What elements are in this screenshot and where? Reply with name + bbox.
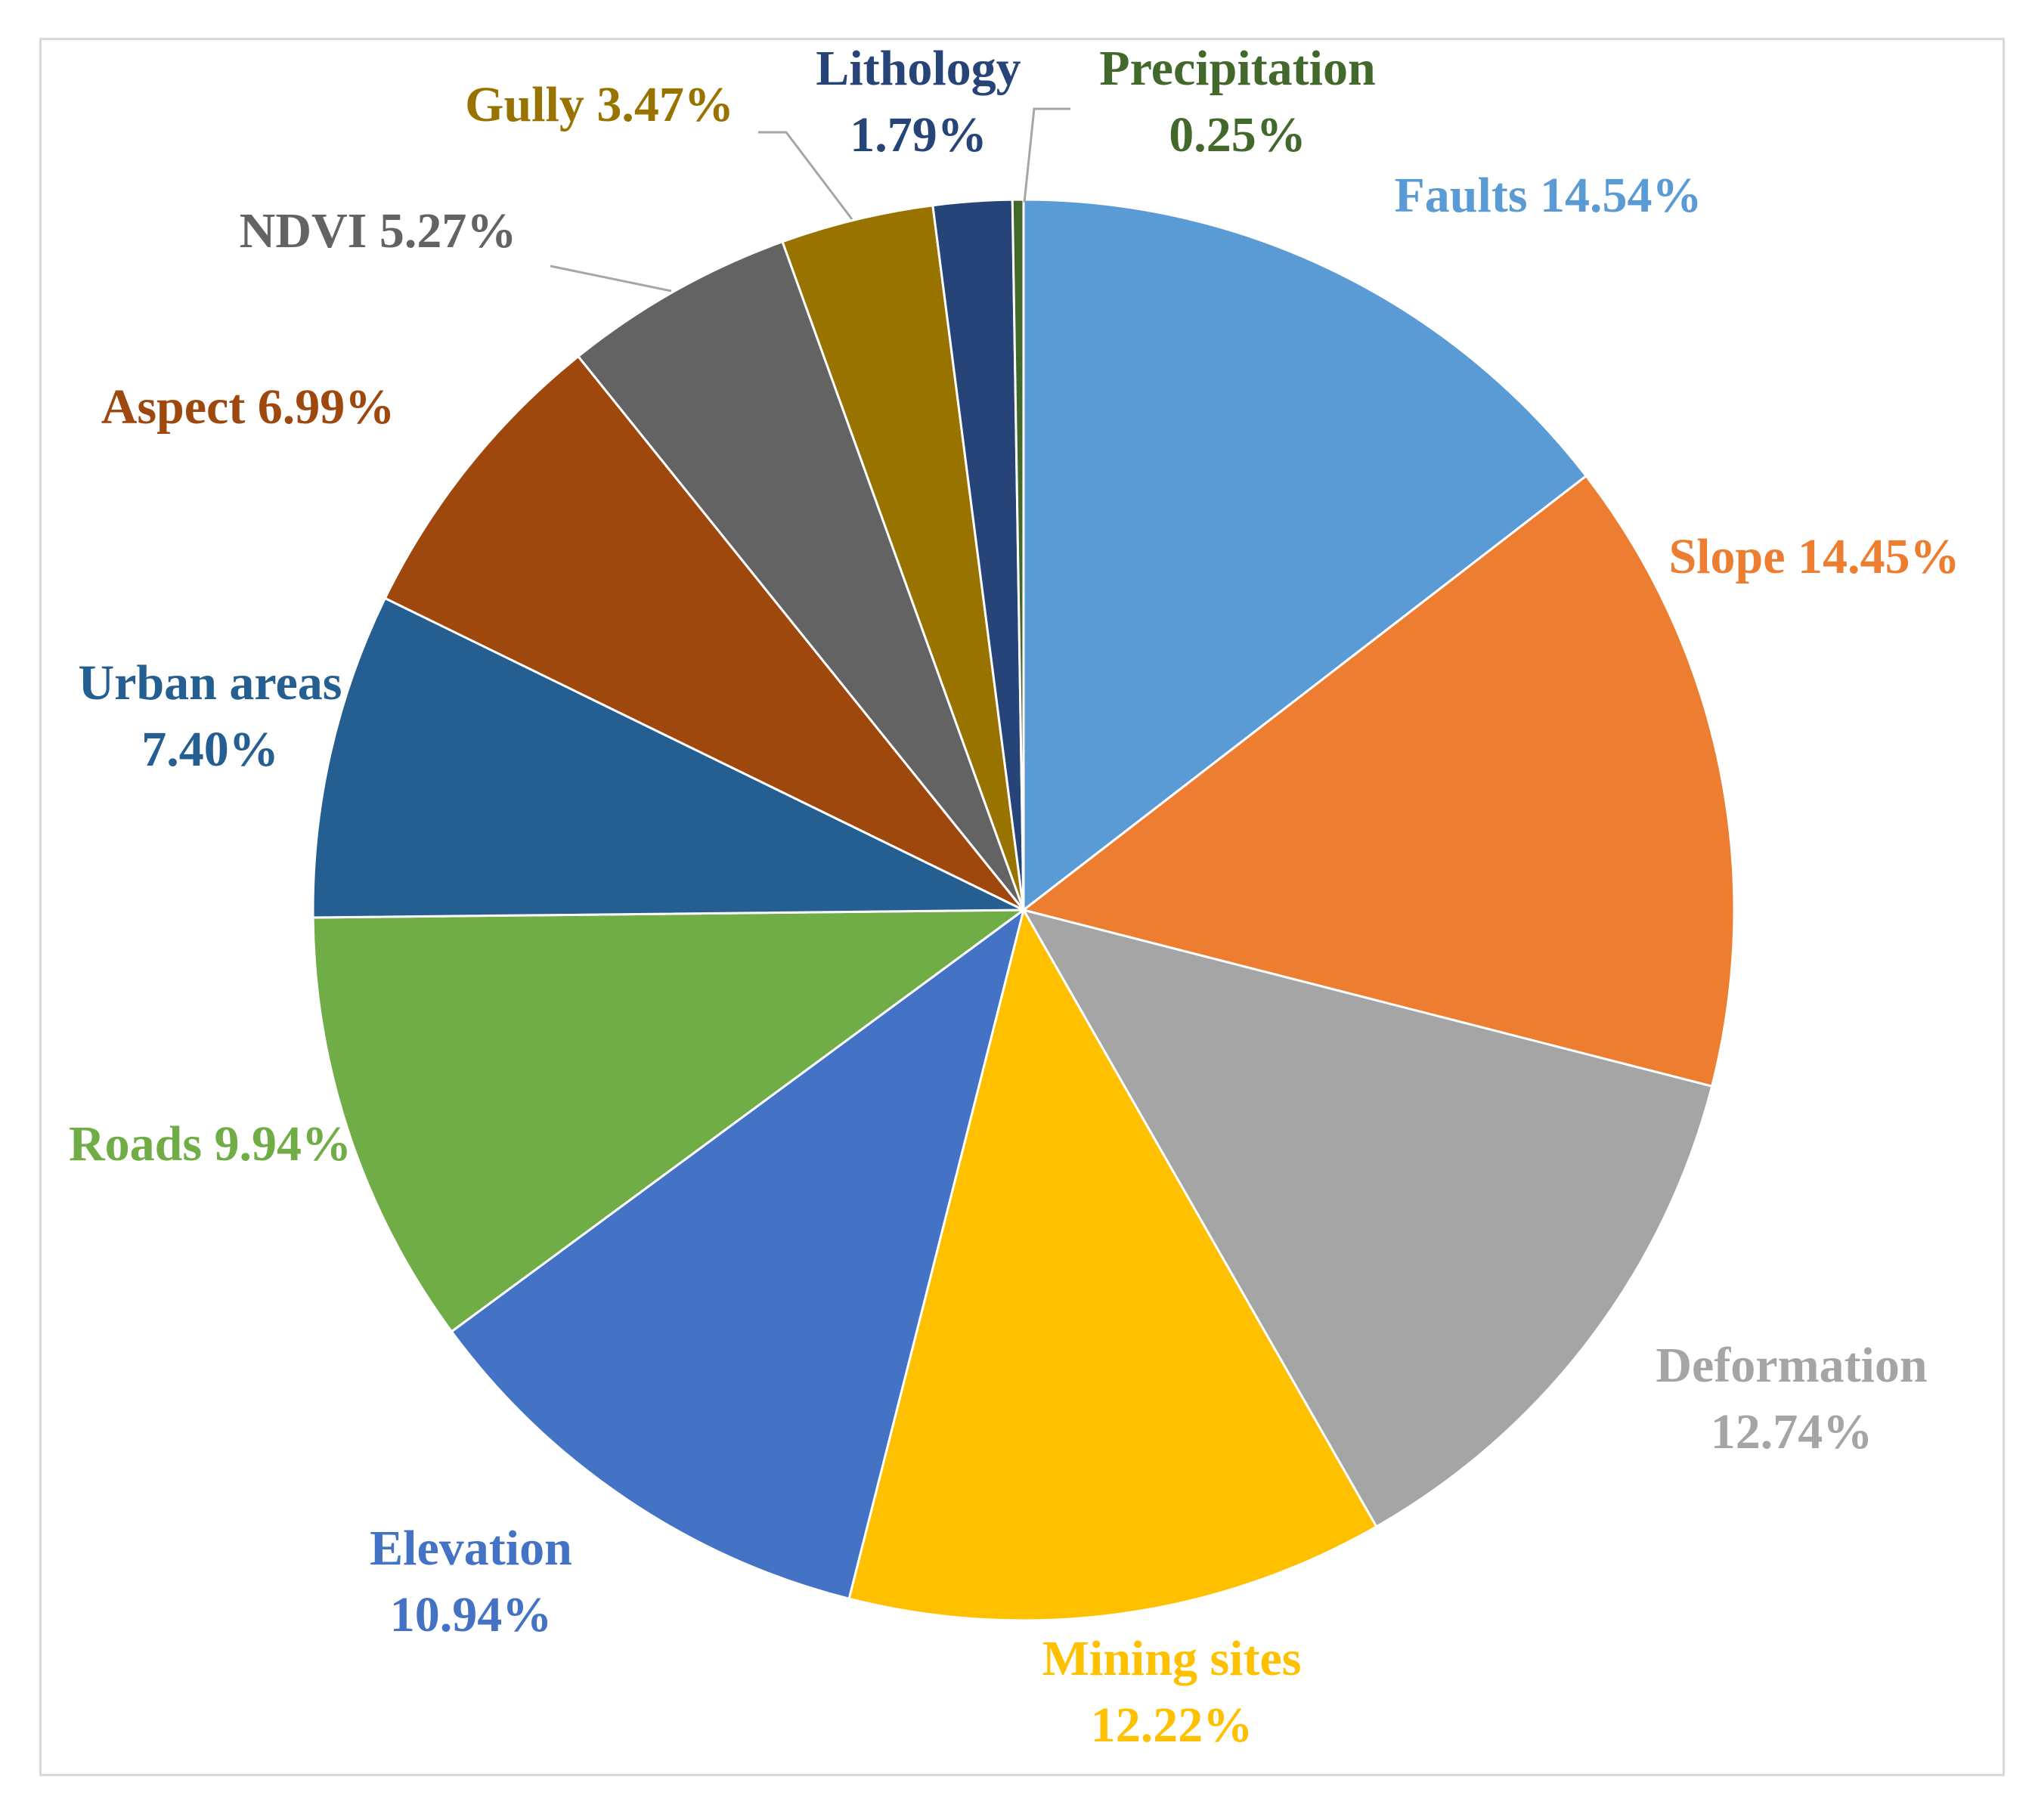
slice-label-precipitation: Precipitation 0.25% <box>1099 41 1375 162</box>
slice-label-name: Lithology <box>816 41 1021 96</box>
slice-label-name: Elevation <box>370 1521 572 1576</box>
leader-line-ndvi <box>550 265 672 292</box>
slice-label-faults: Faults 14.54% <box>1394 168 1702 223</box>
slice-label-lithology: Lithology 1.79% <box>816 41 1021 162</box>
pie-slice-aspect <box>383 355 1025 912</box>
leader-line-precipitation <box>1023 107 1070 203</box>
pie-slice-mining-sites <box>847 908 1378 1622</box>
slice-label-name: Precipitation <box>1099 41 1375 96</box>
slice-label-value: 0.25% <box>1169 107 1306 162</box>
slice-label-value: 1.79% <box>850 107 987 162</box>
pie-slice-urban-areas <box>311 597 1025 919</box>
leader-lines <box>550 107 1070 292</box>
slice-label-elevation: Elevation 10.94% <box>370 1521 572 1642</box>
pie-slice-slope <box>1022 475 1736 1088</box>
slice-label-name: Deformation <box>1656 1338 1927 1393</box>
slice-label-mining-sites: Mining sites 12.22% <box>1042 1631 1302 1753</box>
pie-slice-roads <box>311 908 1025 1333</box>
slice-label-aspect: Aspect 6.99% <box>101 379 395 435</box>
pie-slice-deformation <box>1022 908 1714 1528</box>
slice-label-name: Mining sites <box>1042 1631 1302 1686</box>
slice-label-value: 7.40% <box>141 722 279 777</box>
slice-label-ndvi: NDVI 5.27% <box>240 203 517 258</box>
pie-slice-gully <box>781 204 1025 912</box>
slice-labels: Faults 14.54% Slope 14.45% Deformation 12.7… <box>69 41 1960 1753</box>
slice-label-gully: Gully 3.47% <box>465 77 734 132</box>
slice-label-value: 12.74% <box>1711 1404 1873 1459</box>
pie-slices <box>311 198 1736 1622</box>
slice-label-slope: Slope 14.45% <box>1668 529 1959 584</box>
pie-slice-elevation <box>450 908 1025 1600</box>
pie-slice-faults <box>1022 198 1588 912</box>
slice-label-name: Urban areas <box>79 655 342 710</box>
slice-label-urban-areas: Urban areas 7.40% <box>79 655 342 777</box>
slice-label-roads: Roads 9.94% <box>69 1116 352 1172</box>
pie-slice-ndvi <box>577 240 1025 912</box>
slice-label-value: 10.94% <box>390 1587 553 1642</box>
slice-label-deformation: Deformation 12.74% <box>1656 1338 1927 1459</box>
leader-line-gully <box>758 131 853 220</box>
slice-label-value: 12.22% <box>1091 1698 1253 1753</box>
